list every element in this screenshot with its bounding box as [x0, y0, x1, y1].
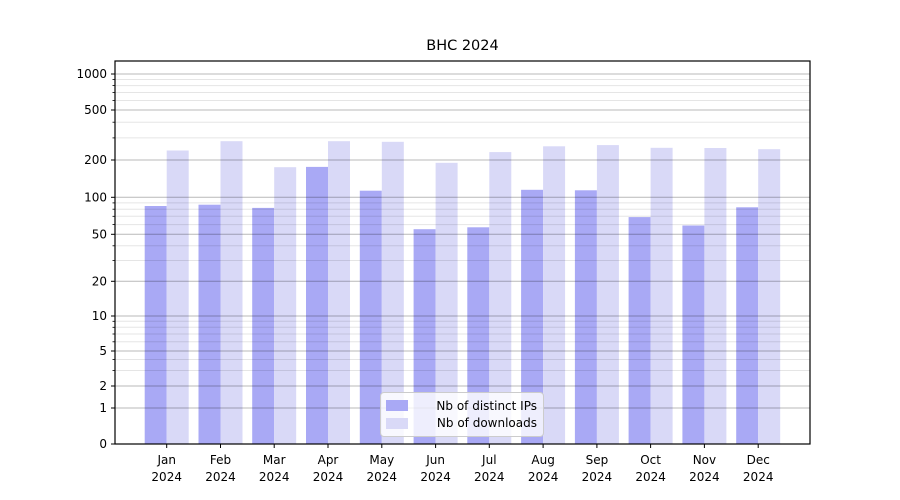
bar-distinct-ips	[682, 225, 705, 444]
bar-downloads	[543, 146, 566, 445]
bar-downloads	[650, 147, 673, 445]
bar-distinct-ips	[306, 166, 328, 444]
x-tick-label: May 2024	[367, 453, 398, 484]
y-tick-label: 100	[84, 190, 107, 204]
bar-distinct-ips	[359, 190, 382, 444]
bar-downloads	[220, 141, 243, 444]
bar-downloads	[381, 141, 404, 445]
x-tick-label: Nov 2024	[689, 453, 720, 484]
x-tick-label: Jan 2024	[151, 453, 182, 484]
bar-downloads	[274, 167, 297, 444]
plot-frame	[114, 60, 811, 445]
bar-downloads	[435, 162, 458, 445]
bar-distinct-ips	[413, 229, 436, 444]
legend-swatch-distinct-ips	[386, 400, 408, 412]
bar-distinct-ips	[467, 227, 490, 444]
y-tick-label: 2	[99, 379, 107, 393]
x-tick-label: Feb 2024	[205, 453, 236, 484]
legend-swatch-downloads	[386, 417, 408, 429]
bar-distinct-ips	[628, 217, 651, 444]
bar-downloads	[704, 148, 727, 444]
bar-distinct-ips	[198, 204, 221, 444]
bar-distinct-ips	[736, 207, 759, 444]
y-tick-label: 20	[92, 274, 107, 288]
x-tick-label: Dec 2024	[743, 453, 774, 484]
y-tick-label: 0	[99, 437, 107, 451]
bar-distinct-ips	[521, 189, 544, 444]
y-tick-label: 1000	[76, 67, 107, 81]
bar-downloads	[758, 149, 781, 444]
legend: Nb of distinct IPs Nb of downloads	[380, 392, 544, 437]
legend-item-distinct-ips: Nb of distinct IPs	[386, 399, 537, 413]
bar-distinct-ips	[574, 190, 597, 444]
bar-downloads	[489, 152, 512, 444]
x-tick-label: Sep 2024	[582, 453, 613, 484]
bar-downloads	[166, 150, 189, 444]
x-tick-label: Jul 2024	[474, 453, 505, 484]
bar-distinct-ips	[252, 207, 275, 444]
x-tick-label: Jun 2024	[420, 453, 451, 484]
y-tick-label: 5	[99, 344, 107, 358]
y-tick-label: 10	[92, 309, 107, 323]
y-tick-label: 200	[84, 153, 107, 167]
y-tick-label: 1	[99, 401, 107, 415]
x-tick-label: Apr 2024	[313, 453, 344, 484]
legend-label-downloads: Nb of downloads	[436, 416, 537, 431]
x-tick-label: Oct 2024	[635, 453, 666, 484]
x-tick-label: Aug 2024	[528, 453, 559, 484]
legend-item-downloads: Nb of downloads	[386, 416, 537, 430]
bar-downloads	[328, 141, 350, 444]
legend-label-distinct-ips: Nb of distinct IPs	[436, 398, 537, 413]
x-tick-label: Mar 2024	[259, 453, 290, 484]
y-tick-label: 50	[92, 227, 107, 241]
bar-distinct-ips	[144, 206, 167, 444]
chart-title: BHC 2024	[426, 38, 499, 54]
bar-downloads	[596, 145, 619, 444]
y-tick-label: 500	[84, 103, 107, 117]
